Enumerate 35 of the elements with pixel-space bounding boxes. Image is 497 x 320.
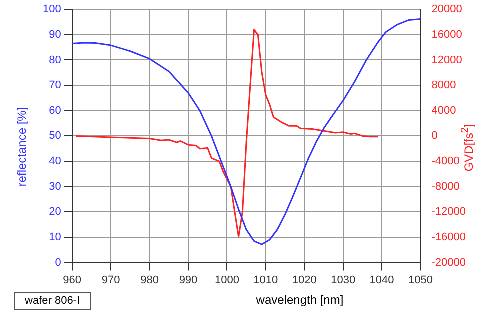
y2-tick-label: 4000 xyxy=(432,104,456,117)
text: wafer 806-I xyxy=(25,295,80,307)
x-tick-label: 980 xyxy=(140,274,159,286)
x-tick-label: 990 xyxy=(179,274,198,286)
y2-tick-label: -12000 xyxy=(432,206,466,218)
y2-tick-label: -4000 xyxy=(432,156,460,168)
y-tick-label: 0 xyxy=(55,256,62,269)
y-tick-label: 60 xyxy=(49,104,62,117)
x-tick-label: 1020 xyxy=(292,274,317,286)
y-tick-label: 40 xyxy=(49,156,62,168)
y2-tick-label: 8000 xyxy=(432,80,456,92)
x-tick-label: 1010 xyxy=(254,274,278,286)
y2-tick-label: -16000 xyxy=(432,232,466,244)
x-tick-label: 970 xyxy=(102,274,120,286)
y-tick-label: 80 xyxy=(49,54,62,66)
y-tick-label: 50 xyxy=(49,130,62,142)
y2-tick-label: 12000 xyxy=(432,54,462,66)
y2-tick-label: -8000 xyxy=(432,180,460,193)
x-axis-title: wavelength [nm] xyxy=(255,293,345,307)
y-axis-title: reflectance [%] xyxy=(15,106,29,189)
y2-tick-label: 16000 xyxy=(432,28,462,41)
x-tick-label: 1000 xyxy=(214,274,240,286)
y-tick-label: 20 xyxy=(49,206,62,218)
x-tick-label: 960 xyxy=(63,274,82,286)
y2-tick-label: 20000 xyxy=(432,4,462,16)
y2-tick-label: -20000 xyxy=(432,256,466,269)
y-tick-label: 70 xyxy=(49,80,62,92)
x-tick-label: 1050 xyxy=(408,274,433,286)
y-tick-label: 90 xyxy=(49,28,62,41)
y-tick-label: 10 xyxy=(49,232,62,244)
y-tick-label: 100 xyxy=(42,4,62,16)
x-tick-label: 1030 xyxy=(331,274,356,286)
x-tick-label: 1040 xyxy=(370,274,394,286)
y-tick-label: 30 xyxy=(49,180,62,193)
y2-tick-label: 0 xyxy=(432,130,438,142)
